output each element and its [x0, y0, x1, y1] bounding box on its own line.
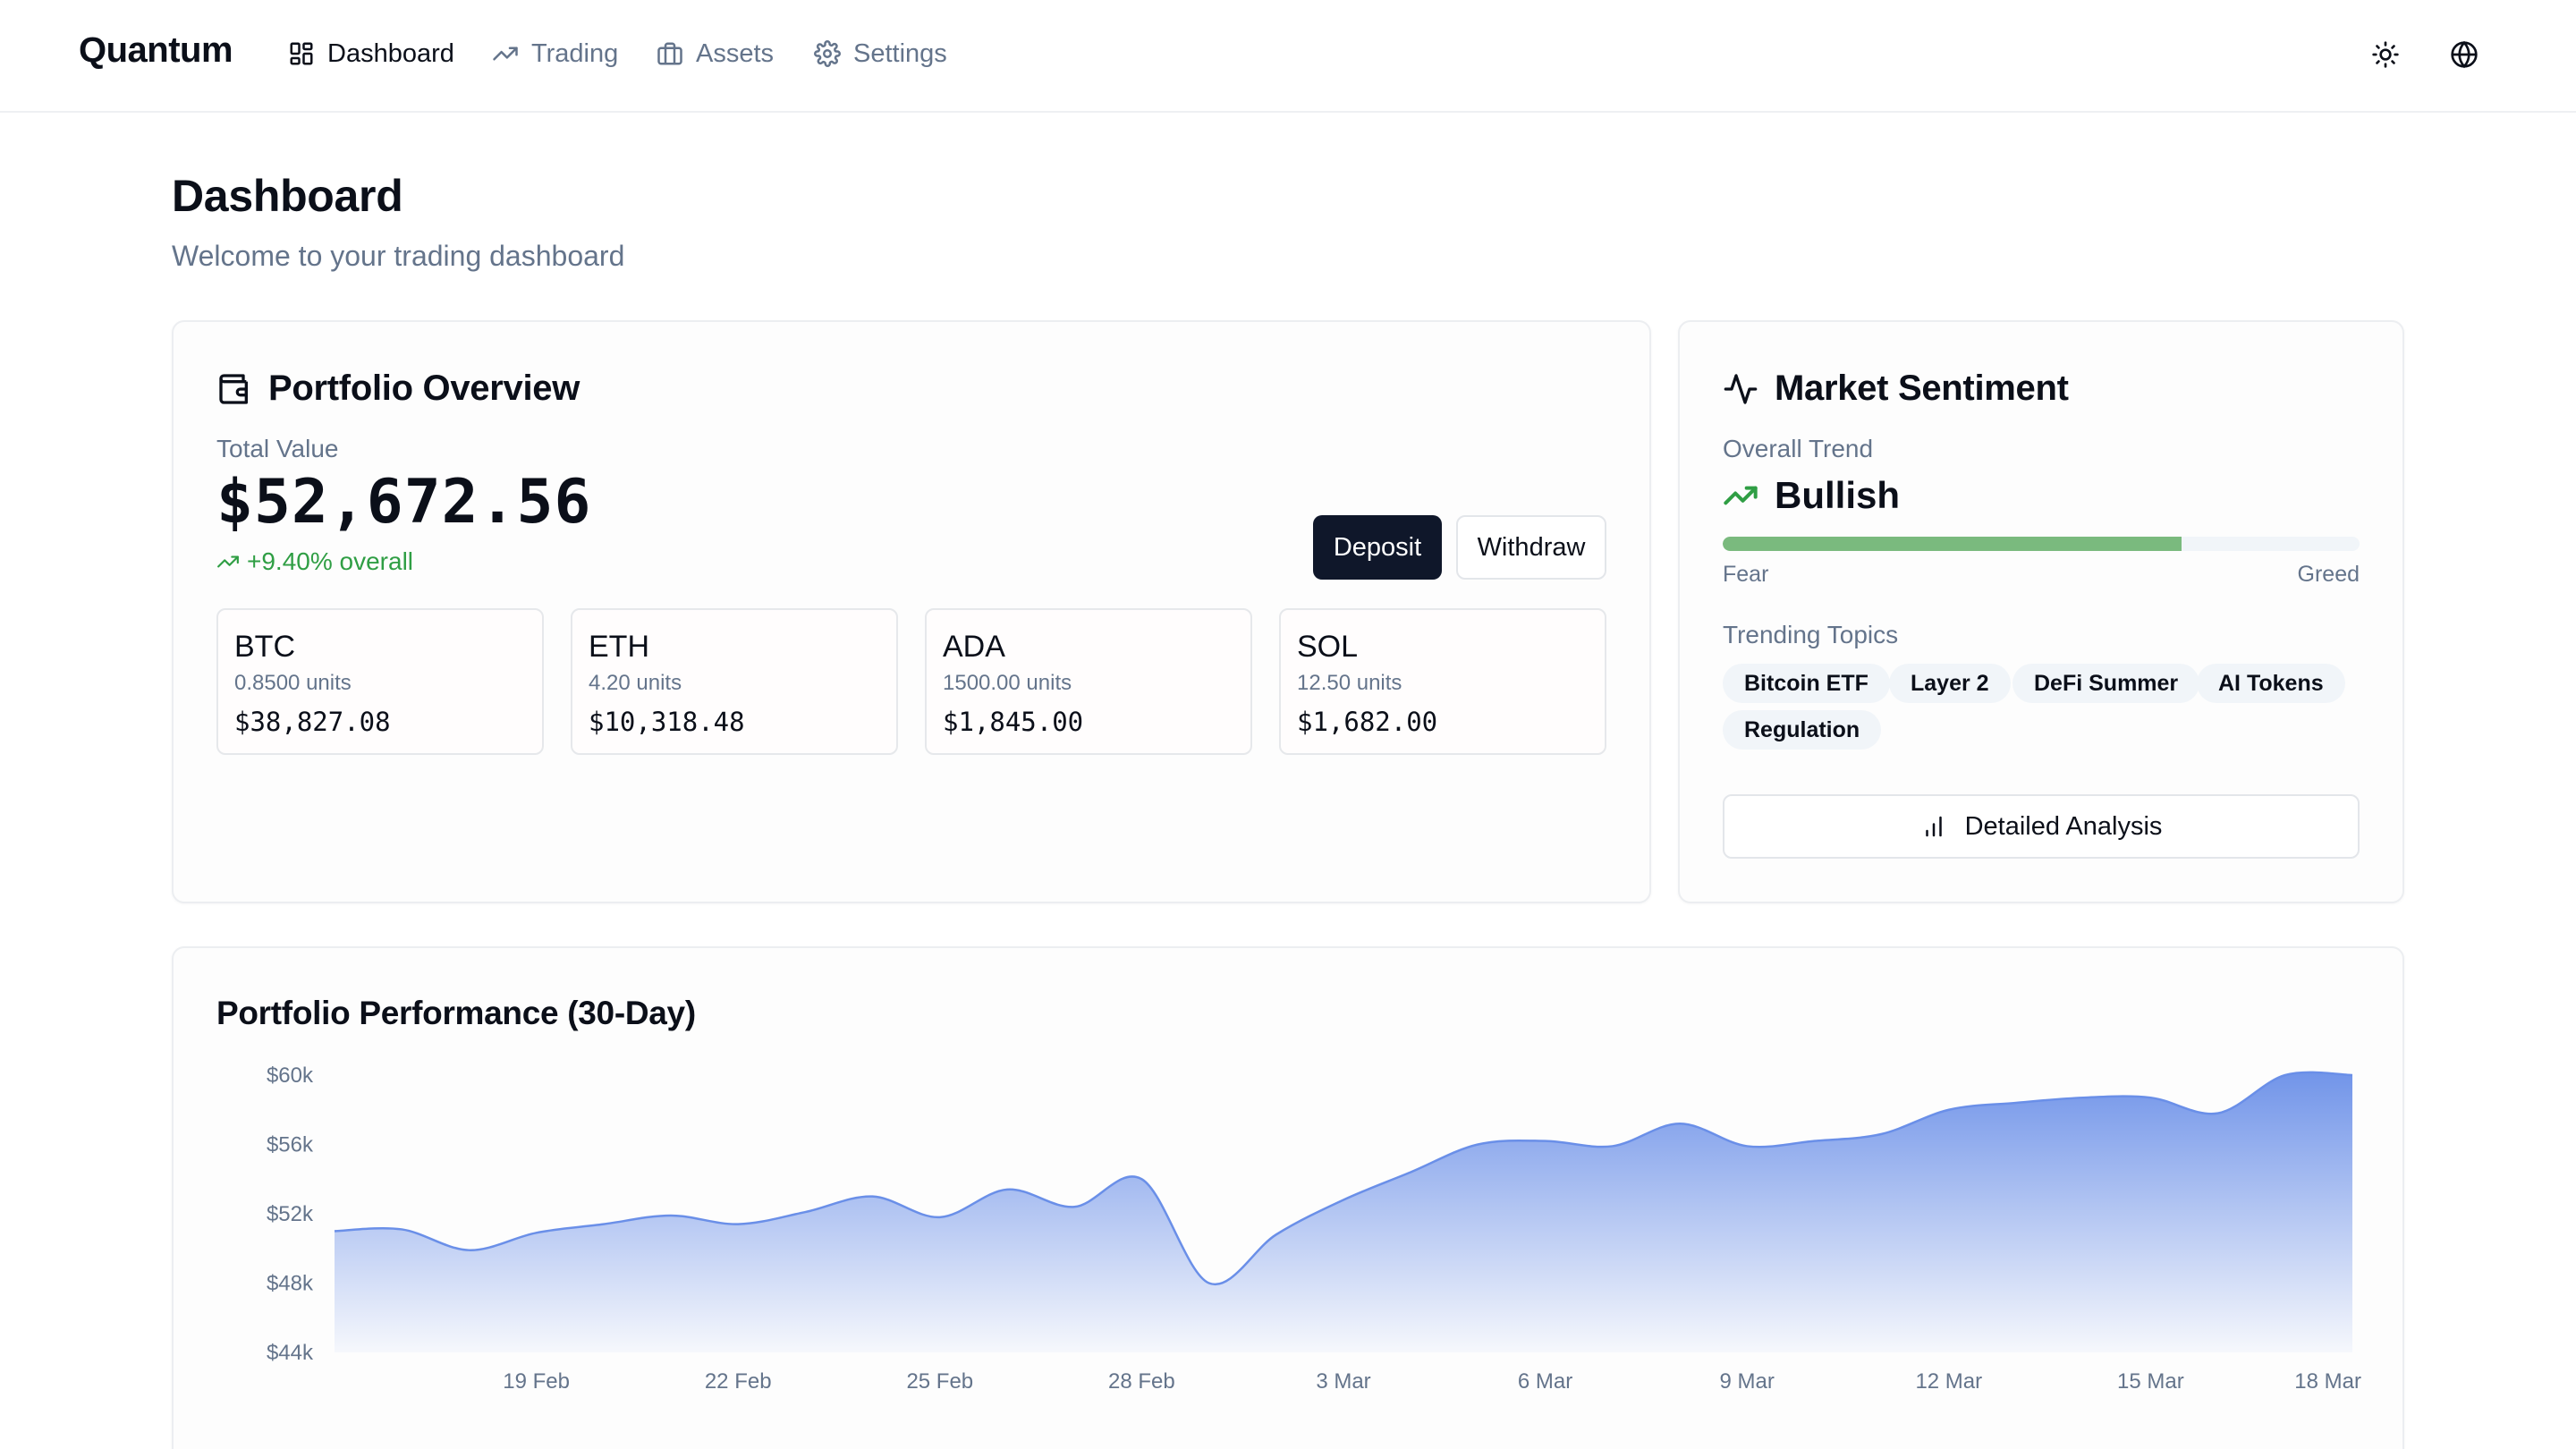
language-button[interactable]: [2444, 34, 2485, 75]
total-value: $52,672.56: [216, 467, 592, 538]
topic-tag[interactable]: AI Tokens: [2197, 664, 2345, 703]
asset-units: 0.8500 units: [234, 671, 352, 695]
y-tick-label: $56k: [267, 1133, 314, 1157]
x-tick-label: 25 Feb: [906, 1369, 973, 1394]
nav-item-settings[interactable]: Settings: [814, 34, 947, 73]
overall-change-text: +9.40% overall: [247, 547, 414, 575]
x-tick-label: 12 Mar: [1915, 1369, 1982, 1394]
activity-icon: [1724, 373, 1758, 404]
meter-label-greed: Greed: [2297, 562, 2360, 587]
trending-up-icon: [493, 47, 518, 61]
x-tick-label: 9 Mar: [1720, 1369, 1775, 1394]
overall-trend: Bullish: [1723, 474, 1900, 517]
x-tick-label: 22 Feb: [705, 1369, 772, 1394]
asset-value: $1,682.00: [1297, 707, 1438, 737]
x-tick-label: 3 Mar: [1316, 1369, 1370, 1394]
overall-change: +9.40% overall: [216, 547, 413, 576]
globe-icon: [2451, 40, 2478, 69]
bar-chart-icon: [1925, 816, 1942, 837]
overall-trend-value: Bullish: [1775, 474, 1901, 516]
theme-toggle-button[interactable]: [2365, 34, 2406, 75]
market-sentiment-card: Market Sentiment Overall Trend Bullish F…: [1678, 320, 2404, 903]
asset-symbol: BTC: [234, 630, 295, 664]
card-title-text: Portfolio Overview: [268, 369, 580, 408]
topic-tag[interactable]: DeFi Summer: [2012, 664, 2200, 703]
nav-label: Settings: [853, 38, 947, 68]
meter-label-fear: Fear: [1723, 562, 1769, 587]
sentiment-meter: [1723, 537, 2360, 551]
brand-logo[interactable]: Quantum: [79, 30, 233, 70]
grid-icon: [290, 42, 313, 65]
topic-tag[interactable]: Bitcoin ETF: [1723, 664, 1890, 703]
x-tick-label: 15 Mar: [2117, 1369, 2184, 1394]
page-subtitle: Welcome to your trading dashboard: [172, 240, 625, 272]
card-title: Market Sentiment: [1723, 369, 2069, 409]
x-tick-label: 19 Feb: [503, 1369, 570, 1394]
performance-chart: $60k $56k $52k $48k $44k 19 Feb 22 Feb 25 Feb 28…: [267, 1063, 2361, 1394]
asset-card-ada[interactable]: ADA 1500.00 units $1,845.00: [925, 608, 1252, 755]
nav-label: Assets: [696, 38, 775, 68]
card-title-text: Market Sentiment: [1775, 369, 2069, 408]
asset-symbol: ADA: [943, 630, 1005, 664]
asset-value: $10,318.48: [589, 707, 745, 737]
gear-icon: [814, 40, 841, 67]
nav-label: Trading: [531, 38, 619, 68]
nav-item-assets[interactable]: Assets: [657, 34, 774, 73]
briefcase-icon: [657, 42, 682, 65]
deposit-button[interactable]: Deposit: [1313, 515, 1442, 580]
chart-title: Portfolio Performance (30-Day): [216, 995, 696, 1031]
topic-tag[interactable]: Layer 2: [1889, 664, 2011, 703]
nav-item-dashboard[interactable]: Dashboard: [288, 34, 454, 73]
asset-units: 1500.00 units: [943, 671, 1072, 695]
detailed-analysis-label: Detailed Analysis: [1964, 811, 2163, 841]
asset-units: 4.20 units: [589, 671, 682, 695]
asset-value: $38,827.08: [234, 707, 391, 737]
total-value-label: Total Value: [216, 435, 339, 462]
top-nav: Quantum Dashboard Trading Assets Setting…: [0, 0, 2576, 113]
x-tick-label: 28 Feb: [1108, 1369, 1175, 1394]
asset-card-sol[interactable]: SOL 12.50 units $1,682.00: [1279, 608, 1606, 755]
asset-card-btc[interactable]: BTC 0.8500 units $38,827.08: [216, 608, 544, 755]
asset-units: 12.50 units: [1297, 671, 1402, 695]
portfolio-overview-card: Portfolio Overview Total Value $52,672.5…: [172, 320, 1651, 903]
chart-series-line: [334, 1071, 2353, 1286]
asset-symbol: SOL: [1297, 630, 1359, 664]
nav-label: Dashboard: [327, 38, 454, 68]
page-title: Dashboard: [172, 171, 403, 221]
asset-value: $1,845.00: [943, 707, 1084, 737]
overall-trend-label: Overall Trend: [1723, 435, 1874, 462]
performance-chart-card: Portfolio Performance (30-Day) $60k $56k $…: [172, 946, 2404, 1449]
asset-card-eth[interactable]: ETH 4.20 units $10,318.48: [571, 608, 898, 755]
nav-item-trading[interactable]: Trading: [492, 34, 618, 73]
topic-tag[interactable]: Regulation: [1723, 710, 1882, 750]
sun-icon: [2372, 41, 2399, 68]
x-tick-label: 6 Mar: [1518, 1369, 1572, 1394]
withdraw-button[interactable]: Withdraw: [1456, 515, 1606, 580]
trending-up-icon: [1724, 486, 1758, 505]
y-tick-label: $44k: [267, 1341, 314, 1365]
x-tick-label: 18 Mar: [2294, 1369, 2361, 1394]
chart-area-fill: [335, 1072, 2352, 1352]
y-tick-label: $48k: [267, 1272, 314, 1296]
y-tick-label: $60k: [267, 1063, 314, 1088]
trending-up-icon: [217, 555, 239, 568]
trending-topics-label: Trending Topics: [1723, 621, 1899, 648]
sentiment-meter-fill: [1723, 537, 2182, 551]
asset-symbol: ETH: [589, 630, 649, 664]
card-title: Portfolio Overview: [216, 369, 580, 409]
y-tick-label: $52k: [267, 1202, 314, 1226]
wallet-icon: [219, 373, 248, 404]
detailed-analysis-button[interactable]: Detailed Analysis: [1723, 794, 2360, 859]
